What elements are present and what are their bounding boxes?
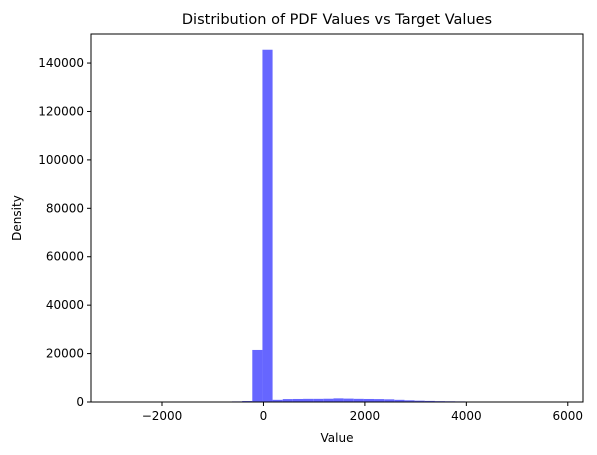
histogram-bar (272, 399, 283, 402)
histogram-bar (353, 398, 364, 402)
x-tick-label: 6000 (553, 409, 584, 423)
y-axis-label: Density (10, 195, 24, 241)
chart-title: Distribution of PDF Values vs Target Val… (182, 12, 492, 28)
y-tick-label: 60000 (46, 250, 84, 264)
y-tick-label: 120000 (38, 104, 84, 118)
x-tick-label: 2000 (350, 409, 381, 423)
x-tick-label: 0 (260, 409, 268, 423)
histogram-bar (282, 399, 293, 402)
histogram-bar (363, 398, 375, 402)
histogram-bar (343, 398, 354, 402)
histogram-bar (384, 399, 395, 402)
x-axis-label: Value (321, 431, 354, 445)
y-tick-label: 0 (76, 395, 84, 409)
y-tick-label: 140000 (38, 56, 84, 70)
y-tick-label: 100000 (38, 153, 84, 167)
y-axis-ticks: 0 20000 40000 60000 80000 100000 120000 140000 (38, 56, 91, 409)
histogram-bar (394, 399, 405, 402)
plot-frame (90, 33, 584, 403)
histogram-bar (252, 349, 263, 402)
histogram-bar (414, 400, 425, 402)
y-tick-label: 80000 (46, 201, 84, 215)
y-tick-label: 40000 (46, 298, 84, 312)
histogram-bar (424, 400, 435, 402)
histogram-bar (333, 398, 344, 402)
y-tick-label: 20000 (46, 347, 84, 361)
histogram-bar (323, 398, 334, 402)
histogram-bars (211, 49, 496, 402)
x-tick-label: −2000 (142, 409, 183, 423)
histogram-bar (262, 49, 273, 402)
histogram-bar (313, 398, 324, 402)
histogram-bar (404, 400, 415, 402)
histogram-bar (292, 398, 304, 402)
histogram-bar (303, 398, 314, 402)
x-axis-ticks: −2000 0 2000 4000 6000 (142, 402, 583, 423)
histogram-bar (374, 399, 385, 402)
x-tick-label: 4000 (451, 409, 482, 423)
